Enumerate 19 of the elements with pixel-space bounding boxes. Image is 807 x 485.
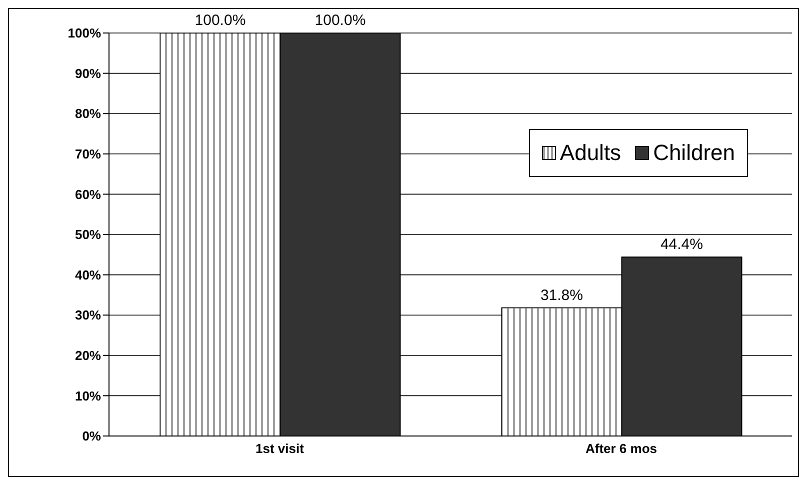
y-tick-label: 50% xyxy=(74,227,102,242)
y-tick-label: 10% xyxy=(74,388,102,404)
y-tick-label: 40% xyxy=(74,267,102,282)
data-label: 31.8% xyxy=(540,286,583,304)
data-label: 100.0% xyxy=(194,12,246,29)
y-tick-label: 90% xyxy=(74,66,102,81)
y-tick-label: 70% xyxy=(74,146,102,162)
x-tick-label: After 6 mos xyxy=(585,441,658,456)
y-tick-label: 20% xyxy=(74,348,102,364)
y-tick-label: 100% xyxy=(68,26,102,41)
y-tick-label: 60% xyxy=(74,186,102,202)
y-tick-label: 0% xyxy=(82,428,102,444)
legend-label: Children xyxy=(652,140,735,166)
legend-label: Adults xyxy=(558,140,622,166)
y-tick-label: 80% xyxy=(74,106,102,122)
data-label: 100.0% xyxy=(314,12,366,29)
data-label: 44.4% xyxy=(660,236,703,254)
y-tick-label: 30% xyxy=(74,308,102,323)
x-tick-label: 1st visit xyxy=(256,441,305,456)
